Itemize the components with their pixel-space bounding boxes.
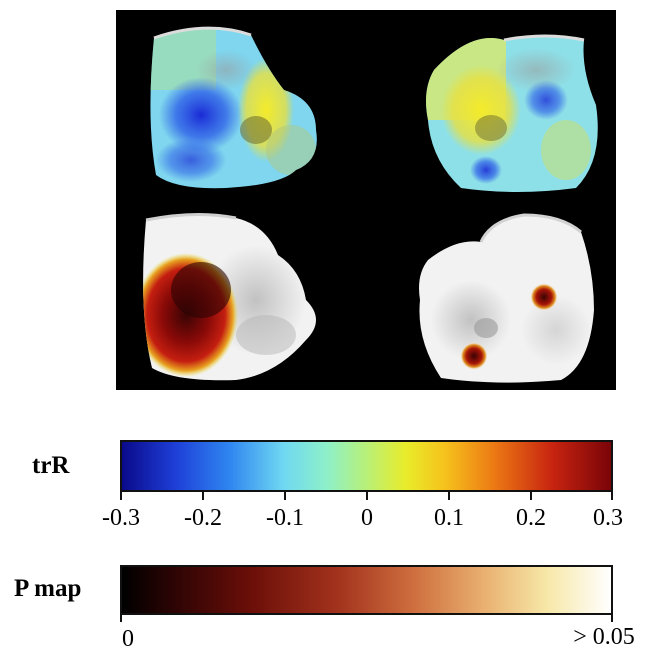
trR-colorbar-label: trR (32, 452, 70, 479)
trR-tick-label: -0.2 (184, 505, 222, 531)
trR-map-left-view (150, 26, 317, 189)
trR-tick-label: -0.3 (102, 505, 140, 531)
trR-tick-label: 0.3 (593, 505, 623, 531)
p-map-max-label: > 0.05 (573, 624, 635, 650)
trR-tick (366, 492, 368, 500)
p-map-tick-min (120, 615, 122, 622)
p-map-min-label: 0 (122, 626, 134, 652)
p-map-right-view (419, 213, 594, 383)
trR-tick-label: 0.1 (434, 505, 464, 531)
trR-tick (448, 492, 450, 500)
brain-surface-render-panel (116, 10, 616, 390)
trR-tick-label: 0.2 (516, 505, 546, 531)
trR-tick (284, 492, 286, 500)
trR-tick (530, 492, 532, 500)
trR-tick (120, 492, 122, 500)
trR-map-right-view (426, 34, 598, 192)
trR-tick (611, 492, 613, 500)
p-map-tick-max (611, 615, 613, 622)
p-map-colorbar (120, 565, 613, 615)
p-map-left-view (143, 212, 316, 381)
trR-colorbar (120, 440, 613, 492)
trR-tick-label: -0.1 (266, 505, 304, 531)
p-map-colorbar-label: P map (14, 575, 82, 602)
trR-tick (202, 492, 204, 500)
trR-tick-label: 0 (361, 505, 373, 531)
surface-renders (143, 26, 598, 383)
